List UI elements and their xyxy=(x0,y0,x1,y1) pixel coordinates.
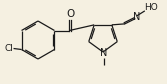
Text: O: O xyxy=(66,9,75,19)
Text: HO: HO xyxy=(144,3,158,12)
Text: N: N xyxy=(133,12,140,22)
Text: N: N xyxy=(100,48,108,58)
Text: Cl: Cl xyxy=(4,44,13,53)
